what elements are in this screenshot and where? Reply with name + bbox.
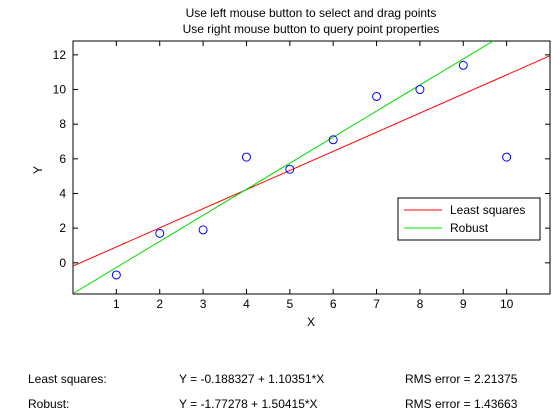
- robust-label: Robust:: [28, 397, 70, 411]
- data-point[interactable]: [328, 135, 338, 145]
- y-tick-label: 12: [53, 48, 67, 62]
- robust-rms: RMS error = 1.43663: [405, 397, 518, 411]
- x-tick-label: 1: [113, 297, 120, 311]
- y-tick-label: 0: [59, 256, 66, 270]
- data-point[interactable]: [502, 152, 512, 162]
- least-squares-rms: RMS error = 2.21375: [405, 372, 518, 386]
- data-point[interactable]: [198, 225, 208, 235]
- legend-label-least-squares: Least squares: [450, 203, 525, 217]
- least-squares-label: Least squares:: [28, 372, 107, 386]
- axes-box: [72, 40, 551, 295]
- data-point[interactable]: [372, 91, 382, 101]
- data-point[interactable]: [111, 270, 121, 280]
- robust-fit-line: [73, 41, 495, 294]
- x-tick-label: 4: [243, 297, 250, 311]
- y-tick-label: 6: [59, 152, 66, 166]
- y-axis-label: Y: [31, 166, 45, 174]
- x-tick-label: 10: [500, 297, 514, 311]
- title-line-1: Use left mouse button to select and drag…: [186, 6, 437, 20]
- legend: Least squares Robust: [397, 197, 541, 241]
- title-line-2: Use right mouse button to query point pr…: [183, 22, 440, 36]
- x-tick-label: 7: [373, 297, 380, 311]
- data-point[interactable]: [458, 60, 468, 70]
- robust-equation: Y = -1.77278 + 1.50415*X: [179, 397, 318, 411]
- least-squares-equation: Y = -0.188327 + 1.10351*X: [179, 372, 325, 386]
- data-point[interactable]: [285, 164, 295, 174]
- y-tick-label: 8: [59, 117, 66, 131]
- least-squares-fit-line: [73, 55, 550, 267]
- y-tick-label: 10: [53, 83, 67, 97]
- data-point[interactable]: [415, 85, 425, 95]
- x-tick-label: 9: [460, 297, 467, 311]
- x-tick-label: 8: [417, 297, 424, 311]
- legend-box: [397, 197, 541, 241]
- y-tick-label: 4: [59, 186, 66, 200]
- x-tick-label: 6: [330, 297, 337, 311]
- y-tick-label: 2: [59, 221, 66, 235]
- x-axis-label: X: [307, 315, 315, 329]
- x-tick-label: 5: [286, 297, 293, 311]
- data-point[interactable]: [241, 152, 251, 162]
- data-point[interactable]: [155, 228, 165, 238]
- x-tick-label: 2: [156, 297, 163, 311]
- legend-label-robust: Robust: [450, 221, 489, 235]
- x-tick-label: 3: [200, 297, 207, 311]
